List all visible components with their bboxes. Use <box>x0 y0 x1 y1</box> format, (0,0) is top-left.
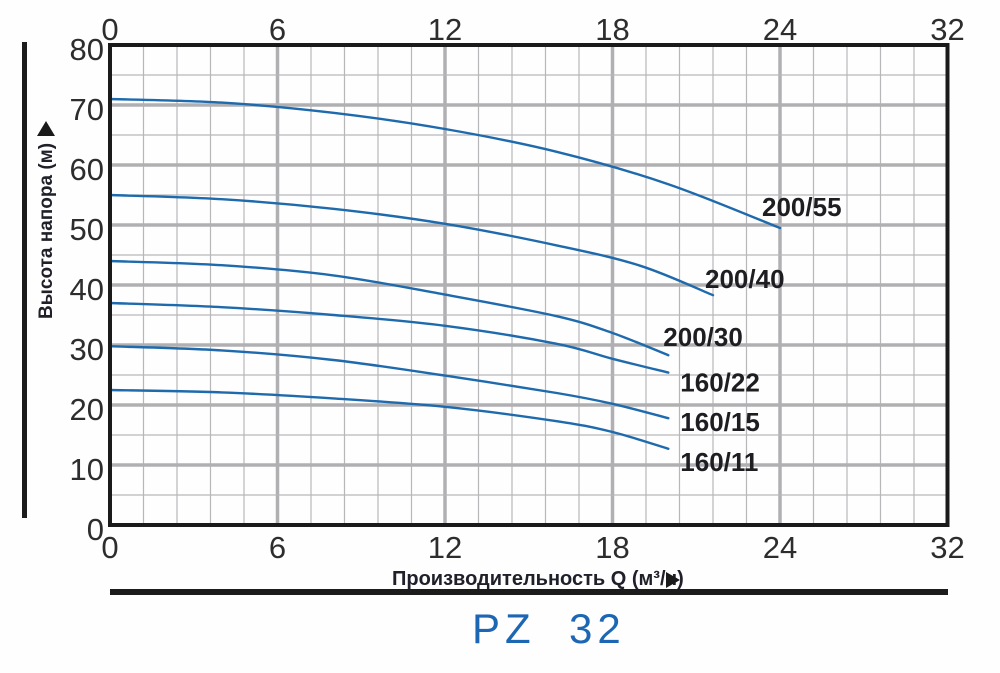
x-tick-label-top: 18 <box>595 12 629 47</box>
y-axis-title: Высота напора (м) <box>36 142 57 320</box>
curve-label-200-55: 200/55 <box>762 192 842 222</box>
x-axis-bar <box>110 589 948 595</box>
curve-160-22 <box>108 301 670 374</box>
x-tick-label-bottom: 24 <box>763 530 797 565</box>
x-tick-label-top: 0 <box>101 12 118 47</box>
x-axis-right-arrow-icon <box>666 572 680 588</box>
x-tick-label-bottom: 18 <box>595 530 629 565</box>
curve-200-55 <box>108 97 782 230</box>
curve-label-200-40: 200/40 <box>705 264 785 294</box>
plot-border <box>108 43 950 527</box>
curve-200-30 <box>108 259 670 357</box>
curve-label-160-15: 160/15 <box>680 407 760 437</box>
curve-label-160-22: 160/22 <box>680 368 760 398</box>
x-tick-label-bottom: 0 <box>101 530 118 565</box>
x-tick-label-bottom: 6 <box>269 530 286 565</box>
curve-160-15 <box>108 345 670 420</box>
x-tick-label-bottom: 32 <box>930 530 964 565</box>
curve-200-40 <box>108 193 715 297</box>
y-tick-label: 80 <box>70 32 104 67</box>
x-tick-label-top: 6 <box>269 12 286 47</box>
chart-title: PZ 32 <box>472 605 626 652</box>
y-tick-label: 30 <box>70 332 104 367</box>
x-axis-title: Производительность Q (м³/ч) <box>392 568 684 590</box>
x-tick-label-bottom: 12 <box>428 530 462 565</box>
y-axis-bar <box>22 42 27 518</box>
y-tick-label: 20 <box>70 392 104 427</box>
curve-label-200-30: 200/30 <box>663 322 743 352</box>
y-axis-up-arrow-icon <box>37 121 55 136</box>
y-tick-label: 10 <box>70 452 104 487</box>
curve-160-11 <box>108 388 670 450</box>
y-tick-label: 60 <box>70 152 104 187</box>
x-tick-label-top: 12 <box>428 12 462 47</box>
y-tick-label: 40 <box>70 272 104 307</box>
y-tick-label: 0 <box>87 512 104 547</box>
curve-label-160-11: 160/11 <box>680 447 758 477</box>
x-tick-label-top: 24 <box>763 12 797 47</box>
x-tick-label-top: 32 <box>930 12 964 47</box>
y-tick-label: 70 <box>70 92 104 127</box>
y-tick-label: 50 <box>70 212 104 247</box>
